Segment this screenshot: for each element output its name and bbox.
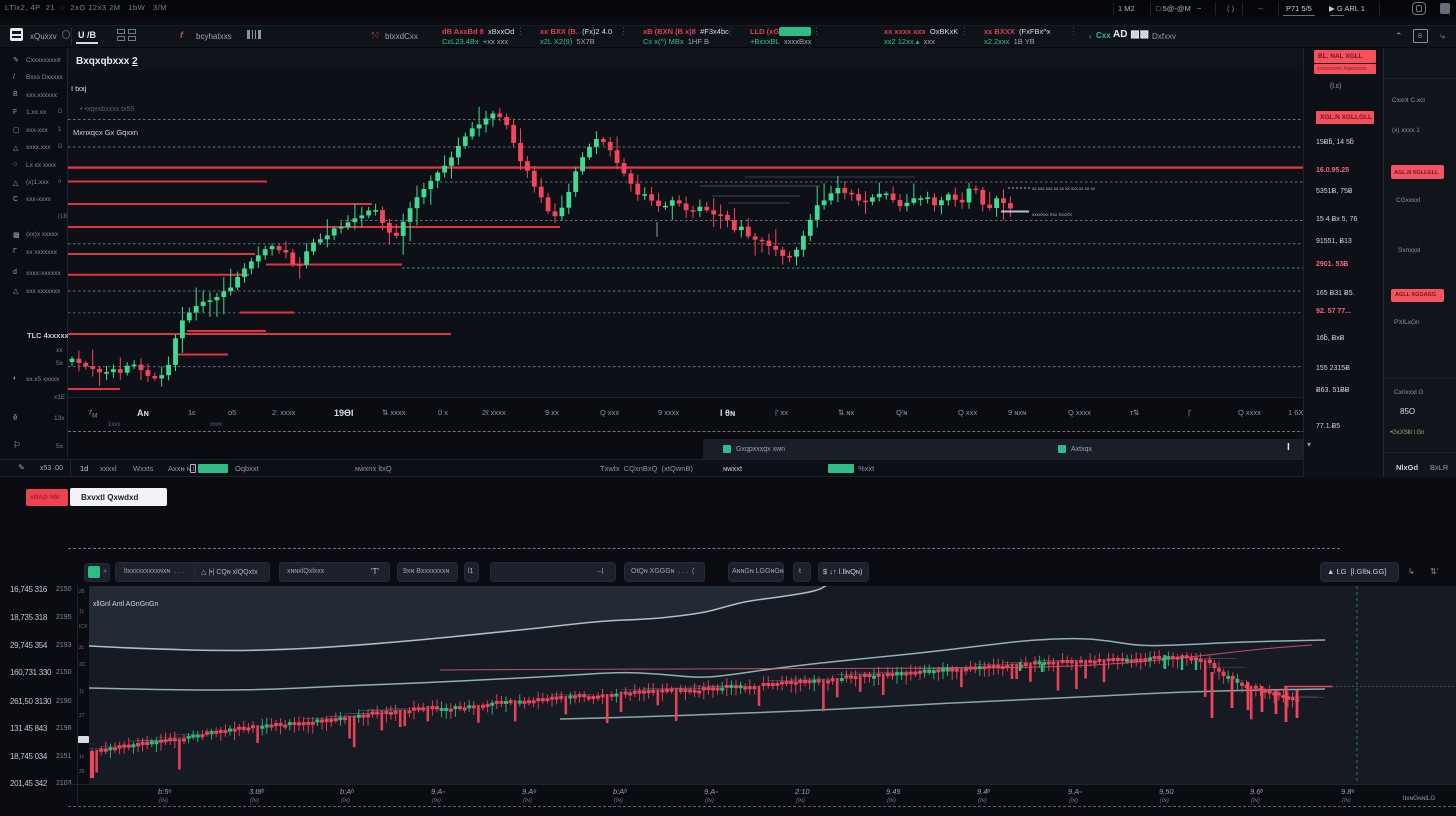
svg-text:xxxxXxx Xxx XxxXX: xxxxXxx Xxx XxxXX	[1032, 212, 1072, 217]
svg-text:xx xxx xxx xx xx xx xxx xx xx: xx xxx xxx xx xx xx xxx xx xx xx	[1032, 186, 1096, 191]
